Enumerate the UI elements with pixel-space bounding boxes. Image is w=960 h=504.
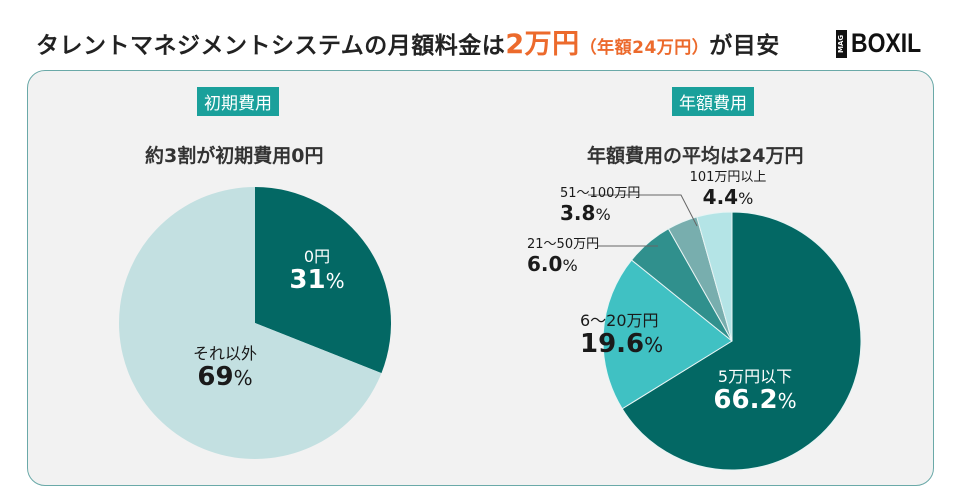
slice-value: 4.4 bbox=[702, 184, 739, 209]
slice-label-6-20: 6〜20万円 19.6% bbox=[580, 311, 676, 360]
slice-value: 31 bbox=[289, 265, 326, 296]
slice-value: 3.8 bbox=[560, 200, 596, 225]
slice-value: 69 bbox=[197, 362, 234, 393]
title-highlight: 2万円 bbox=[505, 29, 580, 60]
slice-unit: % bbox=[562, 255, 578, 275]
title-paren: （年額24万円） bbox=[579, 38, 710, 58]
tag-annual-cost: 年額費用 bbox=[672, 87, 754, 116]
pie-slice-initial-0 bbox=[255, 187, 391, 374]
slice-label-51-100: 51〜100万円 3.8% bbox=[560, 186, 656, 225]
logo-text: BOXIL bbox=[851, 28, 922, 58]
slice-label-under5: 5万円以下 66.2% bbox=[700, 367, 810, 416]
slice-label-21-50: 21〜50万円 6.0% bbox=[527, 237, 607, 276]
pie-slice-initial-1 bbox=[119, 187, 382, 459]
slice-value: 6.0 bbox=[527, 251, 563, 276]
leader-lines bbox=[588, 194, 698, 247]
pie-slice-annual-1 bbox=[602, 259, 733, 410]
pie-annual-cost bbox=[602, 211, 862, 471]
slice-value: 66.2 bbox=[713, 385, 778, 416]
pie-slice-annual-4 bbox=[696, 211, 733, 342]
slice-category: 51〜100万円 bbox=[560, 186, 641, 201]
slice-category: それ以外 bbox=[192, 344, 257, 363]
slice-label-0yen: 0円 31% bbox=[272, 247, 362, 296]
initial-cost-title: 約3割が初期費用0円 bbox=[145, 145, 324, 167]
slice-label-over101: 101万円以上 4.4% bbox=[680, 170, 776, 209]
title-suffix: が目安 bbox=[709, 33, 780, 59]
slice-category: 21〜50万円 bbox=[527, 237, 600, 252]
slice-category: 0円 bbox=[303, 247, 331, 266]
annual-cost-title: 年額費用の平均は24万円 bbox=[587, 145, 804, 167]
slice-unit: % bbox=[595, 204, 611, 224]
slice-label-other: それ以外 69% bbox=[160, 344, 290, 393]
slice-unit: % bbox=[738, 188, 754, 208]
slice-unit: % bbox=[644, 333, 664, 358]
pie-initial-cost bbox=[119, 187, 391, 459]
page-title: タレントマネジメントシステムの月額料金は2万円（年額24万円）が目安 bbox=[36, 22, 780, 61]
tag-initial-cost: 初期費用 bbox=[197, 87, 279, 116]
slice-unit: % bbox=[233, 366, 253, 391]
slice-unit: % bbox=[777, 389, 797, 414]
slice-category: 5万円以下 bbox=[717, 367, 793, 386]
pie-slice-annual-0 bbox=[621, 211, 862, 471]
slice-category: 101万円以上 bbox=[689, 170, 767, 185]
slice-category: 6〜20万円 bbox=[580, 311, 659, 330]
title-text: タレントマネジメントシステムの月額料金は bbox=[36, 33, 506, 59]
boxil-logo: MAG BOXIL bbox=[836, 28, 934, 59]
leader-line-51-100 bbox=[588, 194, 698, 227]
slice-value: 19.6 bbox=[580, 329, 645, 360]
slice-unit: % bbox=[325, 269, 345, 294]
